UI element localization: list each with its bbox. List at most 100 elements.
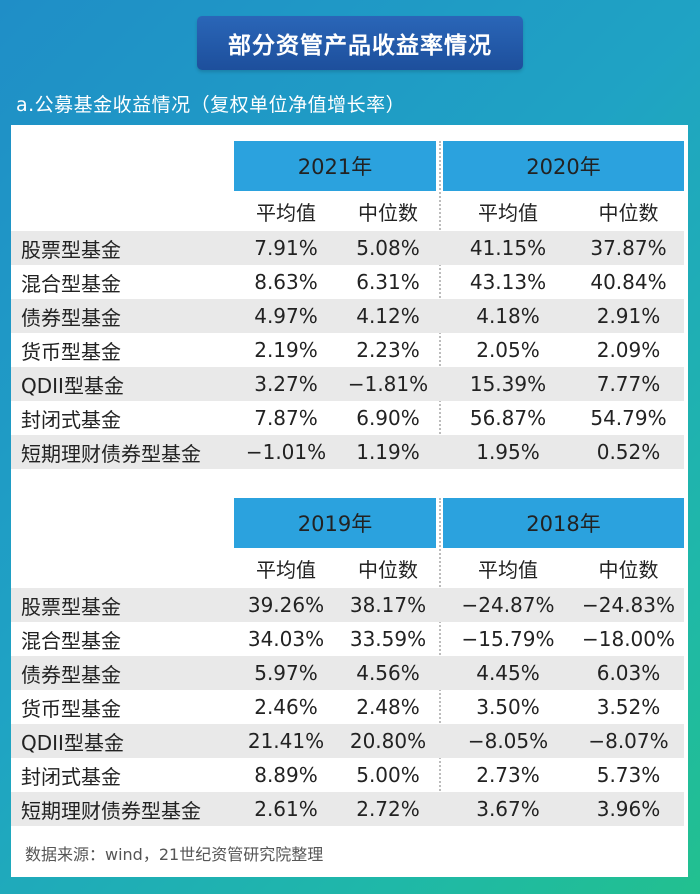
table-row: 封闭式基金 7.87% 6.90% 56.87% 54.79% — [11, 401, 684, 435]
value-cell: 5.73% — [596, 763, 661, 787]
table-row: 混合型基金 8.63% 6.31% 43.13% 40.84% — [11, 265, 684, 299]
value-cell: 0.52% — [596, 440, 661, 464]
table-row: QDII型基金 21.41% 20.80% −8.05% −8.07% — [11, 724, 684, 758]
value-cell: 2.61% — [254, 797, 318, 821]
value-cell: 33.59% — [349, 627, 427, 651]
value-cell: 1.19% — [356, 440, 420, 464]
table-row: 混合型基金 34.03% 33.59% −15.79% −18.00% — [11, 622, 684, 656]
table-row: 股票型基金 7.91% 5.08% 41.15% 37.87% — [11, 231, 684, 265]
value-cell: 20.80% — [349, 729, 427, 753]
table-row: 货币型基金 2.46% 2.48% 3.50% 3.52% — [11, 690, 684, 724]
fund-type: 股票型基金 — [21, 594, 121, 619]
value-cell: 15.39% — [469, 372, 547, 396]
fund-type: 股票型基金 — [21, 237, 121, 262]
value-cell: 2.05% — [476, 338, 540, 362]
value-cell: 6.90% — [356, 406, 420, 430]
year-header-right: 2020年 — [443, 141, 684, 191]
value-cell: 40.84% — [590, 270, 667, 294]
value-cell: 41.15% — [469, 236, 547, 260]
fund-type: 混合型基金 — [21, 628, 121, 653]
table-row: 货币型基金 2.19% 2.23% 2.05% 2.09% — [11, 333, 684, 367]
fund-type: 货币型基金 — [21, 696, 121, 721]
value-cell: 3.52% — [596, 695, 661, 719]
year-header-left: 2019年 — [234, 498, 436, 548]
value-cell: 4.12% — [356, 304, 420, 328]
value-cell: 8.89% — [254, 763, 318, 787]
col-header-median: 中位数 — [358, 200, 418, 225]
value-cell: 38.17% — [349, 593, 427, 617]
col-header-median: 中位数 — [358, 557, 418, 582]
value-cell: 5.97% — [254, 661, 318, 685]
value-cell: 21.41% — [247, 729, 325, 753]
value-cell: −24.83% — [581, 593, 676, 617]
value-cell: 4.45% — [476, 661, 540, 685]
table-row: 股票型基金 39.26% 38.17% −24.87% −24.83% — [11, 588, 684, 622]
value-cell: −24.87% — [461, 593, 555, 617]
value-cell: −1.81% — [347, 372, 429, 396]
value-cell: 6.31% — [356, 270, 420, 294]
value-cell: 6.03% — [596, 661, 661, 685]
value-cell: 7.91% — [254, 236, 318, 260]
col-header-avg: 平均值 — [256, 557, 316, 582]
fund-type: 货币型基金 — [21, 339, 121, 364]
value-cell: −15.79% — [461, 627, 555, 651]
value-cell: 1.95% — [476, 440, 540, 464]
value-cell: 5.00% — [356, 763, 420, 787]
table-row: 债券型基金 5.97% 4.56% 4.45% 6.03% — [11, 656, 684, 690]
col-header-median: 中位数 — [598, 200, 659, 225]
value-cell: 37.87% — [590, 236, 667, 260]
table-row: 债券型基金 4.97% 4.12% 4.18% 2.91% — [11, 299, 684, 333]
table-row: 短期理财债券型基金 2.61% 2.72% 3.67% 3.96% — [11, 792, 684, 826]
col-header-avg: 平均值 — [478, 200, 538, 225]
value-cell: 7.87% — [254, 406, 318, 430]
fund-type: 短期理财债券型基金 — [21, 441, 201, 466]
value-cell: 2.23% — [356, 338, 420, 362]
value-cell: −8.07% — [588, 729, 669, 753]
value-cell: 2.46% — [254, 695, 318, 719]
value-cell: 3.67% — [476, 797, 540, 821]
fund-type: QDII型基金 — [21, 730, 124, 755]
value-cell: 3.27% — [254, 372, 318, 396]
year-header-right: 2018年 — [443, 498, 684, 548]
fund-type: 封闭式基金 — [21, 407, 121, 432]
data-panel: 2021年 2020年 平均值 中位数 平均值 中位数 股票型基金 7.91% … — [11, 125, 688, 877]
value-cell: 2.73% — [476, 763, 540, 787]
fund-type: 债券型基金 — [21, 662, 121, 687]
value-cell: 56.87% — [469, 406, 547, 430]
value-cell: 4.18% — [476, 304, 540, 328]
value-cell: 2.19% — [254, 338, 318, 362]
value-cell: −8.05% — [467, 729, 549, 753]
value-cell: 43.13% — [469, 270, 547, 294]
value-cell: −18.00% — [581, 627, 676, 651]
value-cell: 3.50% — [476, 695, 540, 719]
fund-type: 封闭式基金 — [21, 764, 121, 789]
value-cell: 2.09% — [596, 338, 661, 362]
value-cell: 39.26% — [247, 593, 325, 617]
source-note: 数据来源：wind，21世纪资管研究院整理 — [25, 845, 324, 864]
col-header-avg: 平均值 — [256, 200, 316, 225]
col-header-median: 中位数 — [598, 557, 659, 582]
value-cell: 5.08% — [356, 236, 420, 260]
page-title: 部分资管产品收益率情况 — [197, 16, 523, 70]
value-cell: 4.97% — [254, 304, 318, 328]
value-cell: 2.48% — [356, 695, 420, 719]
fund-type: 短期理财债券型基金 — [21, 798, 201, 823]
value-cell: 2.91% — [596, 304, 661, 328]
value-cell: 2.72% — [356, 797, 420, 821]
fund-type: QDII型基金 — [21, 373, 124, 398]
value-cell: 7.77% — [596, 372, 661, 396]
value-cell: 3.96% — [596, 797, 661, 821]
col-header-avg: 平均值 — [478, 557, 538, 582]
fund-type: 混合型基金 — [21, 271, 121, 296]
table-row: 封闭式基金 8.89% 5.00% 2.73% 5.73% — [11, 758, 684, 792]
value-cell: −1.01% — [245, 440, 327, 464]
section-subtitle: a.公募基金收益情况（复权单位净值增长率） — [16, 94, 406, 116]
value-cell: 8.63% — [254, 270, 318, 294]
year-header-left: 2021年 — [234, 141, 436, 191]
fund-type: 债券型基金 — [21, 305, 121, 330]
value-cell: 4.56% — [356, 661, 420, 685]
table-row: 短期理财债券型基金 −1.01% 1.19% 1.95% 0.52% — [11, 435, 684, 469]
table-row: QDII型基金 3.27% −1.81% 15.39% 7.77% — [11, 367, 684, 401]
value-cell: 34.03% — [247, 627, 325, 651]
value-cell: 54.79% — [590, 406, 667, 430]
